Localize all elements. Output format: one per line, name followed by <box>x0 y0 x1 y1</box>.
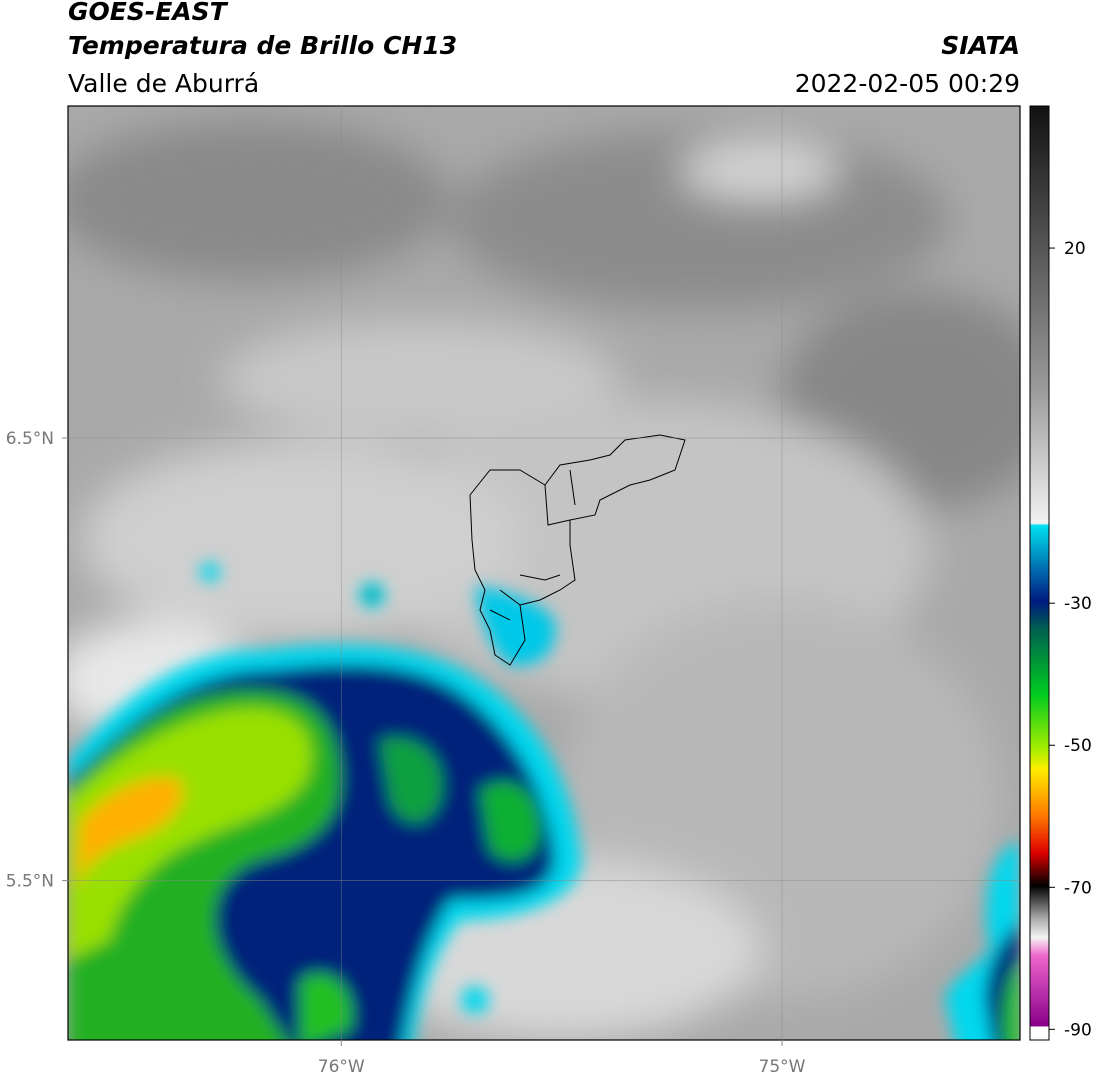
colorbar-tick-label: -50 <box>1064 736 1092 756</box>
colorbar <box>1029 105 1050 1041</box>
colorbar-tick-label: -90 <box>1064 1020 1092 1040</box>
title: GOES-EAST <box>68 0 229 26</box>
subtitle: Temperatura de Brillo CH13 <box>68 31 457 60</box>
colorbar-tick-label: -30 <box>1064 594 1092 614</box>
satellite-field <box>68 106 1020 1040</box>
source: SIATA <box>941 31 1020 60</box>
y-tick-label: 6.5°N <box>6 429 54 449</box>
colorbar-tick-label: 20 <box>1064 239 1086 259</box>
datetime: 2022-02-05 00:29 <box>795 69 1020 98</box>
colorbar-tick-label: -70 <box>1064 878 1092 898</box>
map-frame <box>67 105 1021 1041</box>
x-tick-label: 75°W <box>759 1057 806 1077</box>
x-tick-label: 76°W <box>318 1057 365 1077</box>
region: Valle de Aburrá <box>68 69 259 98</box>
y-tick-label: 5.5°N <box>6 872 54 892</box>
